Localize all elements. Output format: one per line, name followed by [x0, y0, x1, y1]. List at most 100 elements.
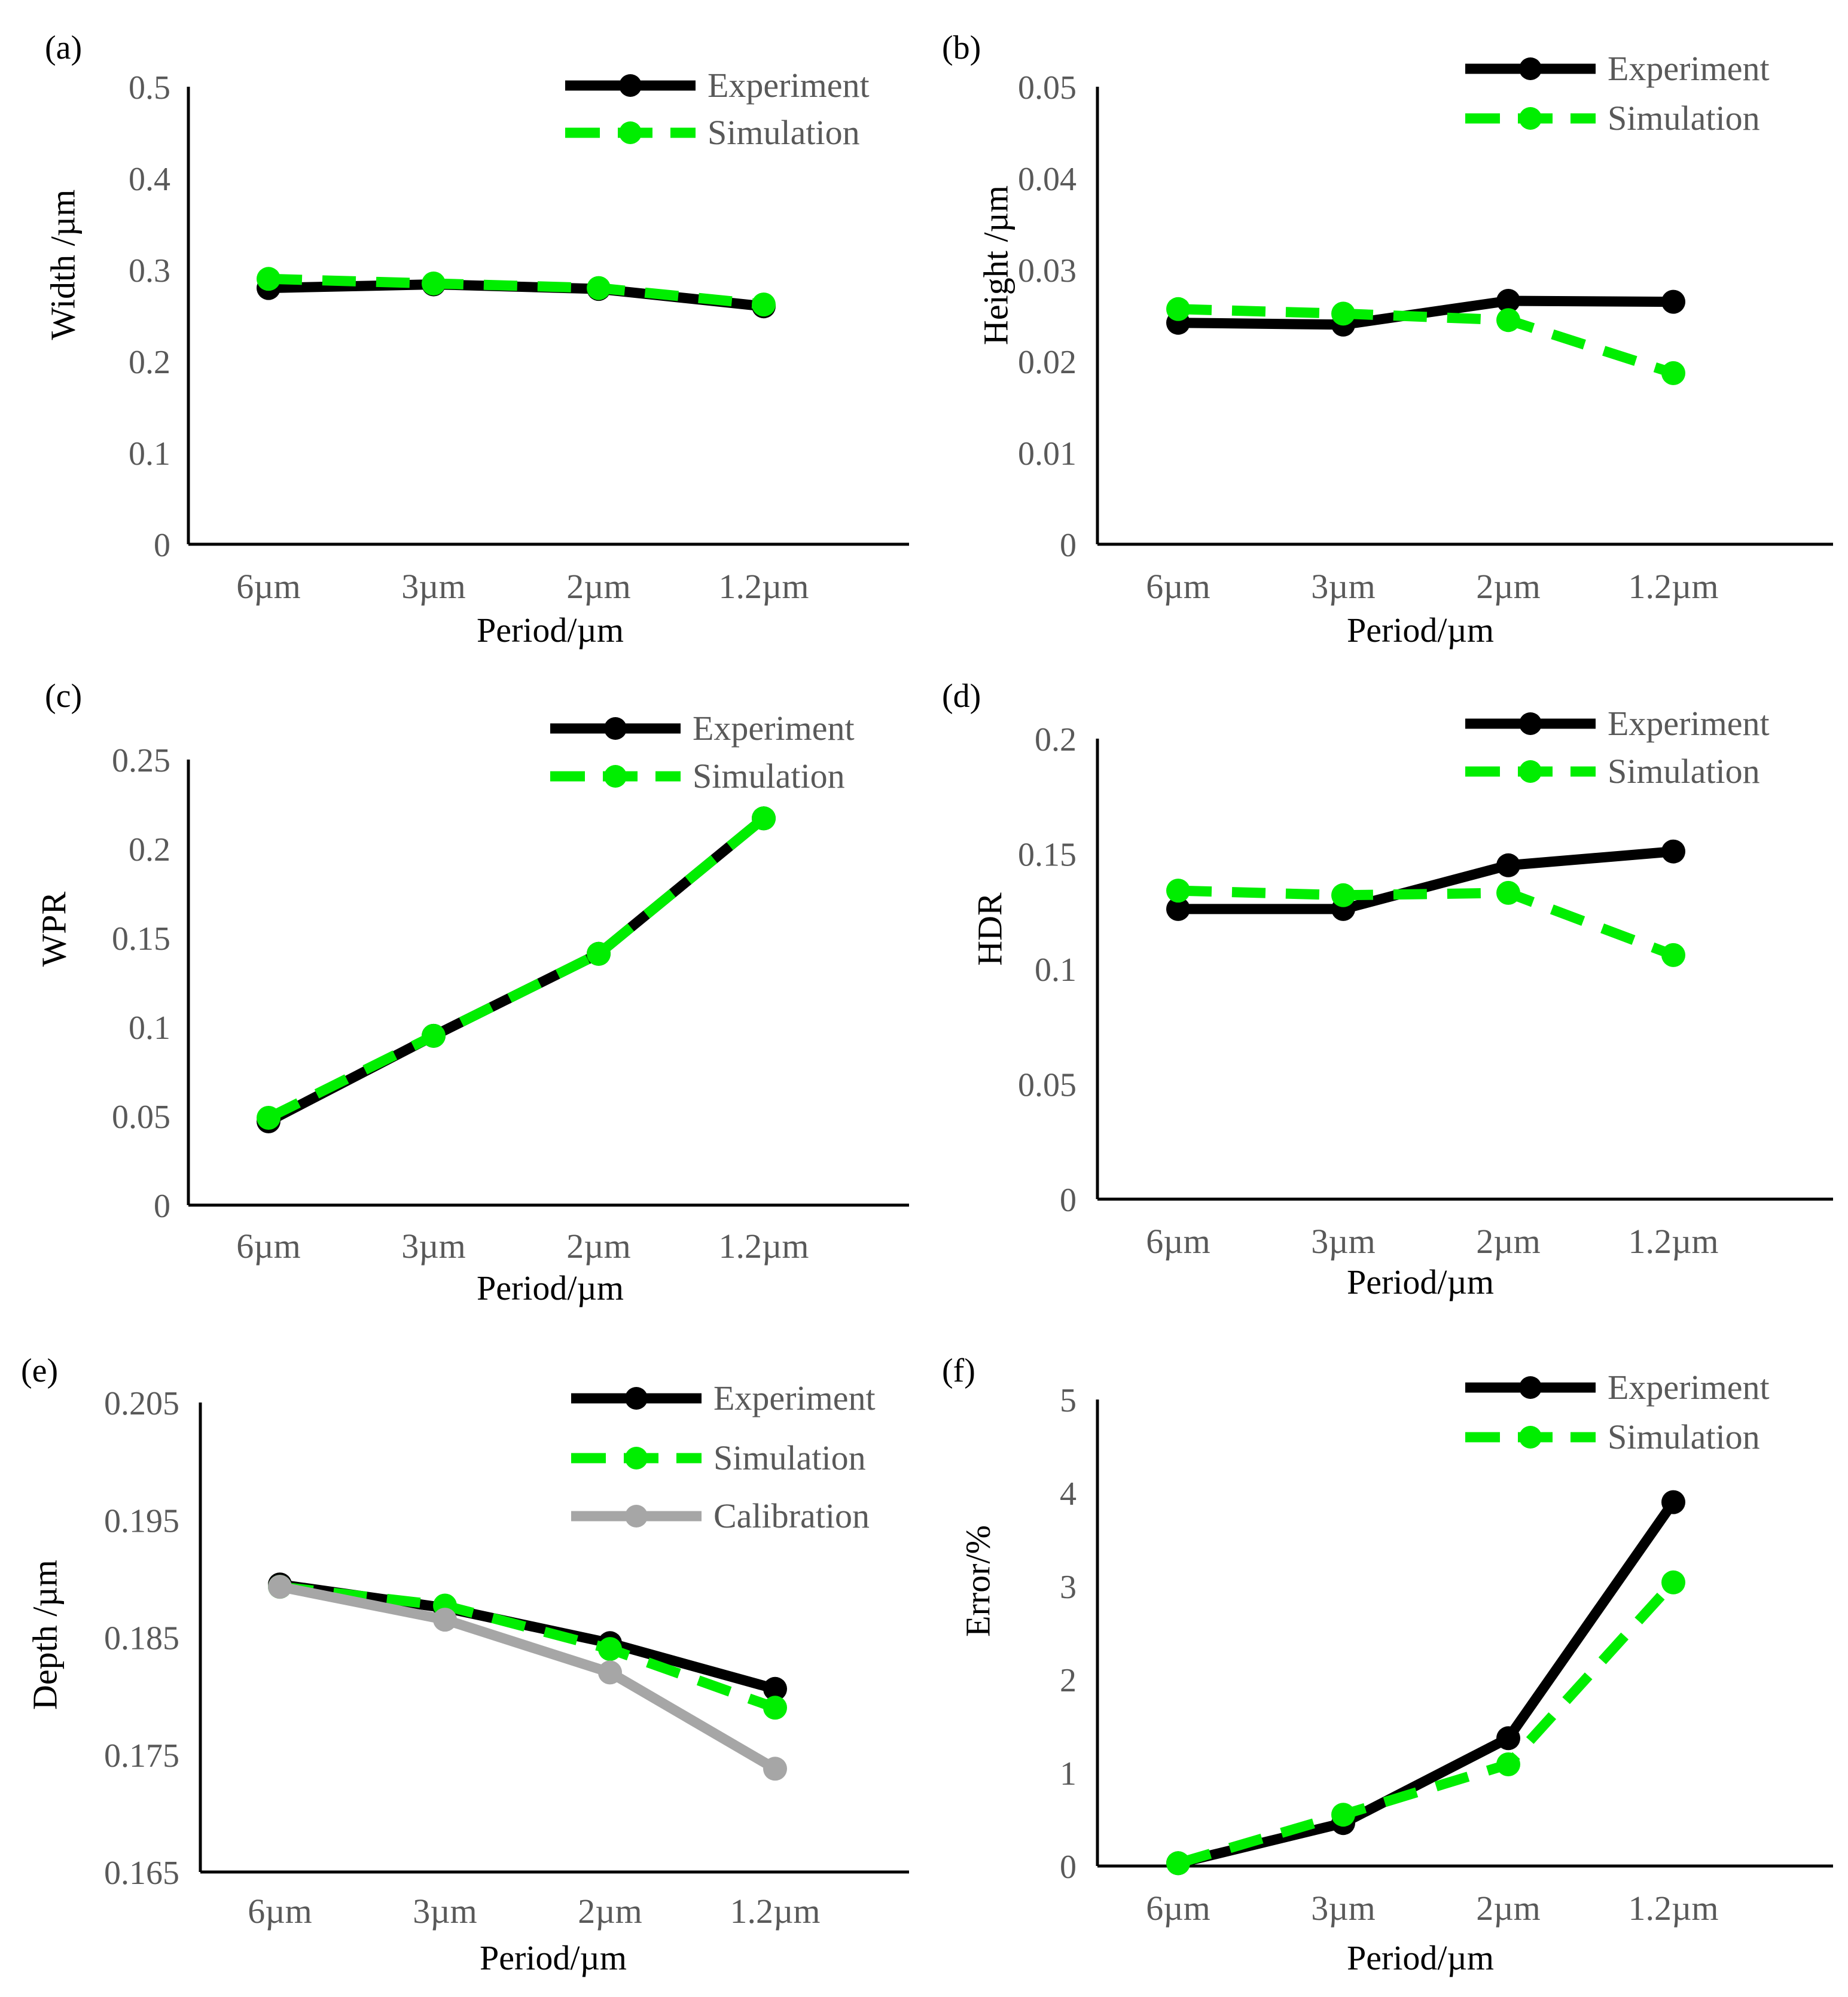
y-axis-title-a: Width /µm — [43, 189, 83, 340]
plot-svg-f: 0 1 2 3 4 5 6µm 3µm 2µm 1.2µm Experiment Simulation — [1060, 1368, 1833, 1928]
data-point-simulation — [752, 292, 776, 317]
x-tick-label: 6µm — [1146, 1889, 1210, 1928]
x-tick-label: 6µm — [1146, 1222, 1210, 1261]
x-tick-label: 3µm — [1311, 1222, 1376, 1261]
x-axis-title-e: Period/µm — [479, 1938, 627, 1977]
data-point-experiment — [1661, 289, 1685, 314]
data-point-simulation — [1331, 883, 1355, 907]
y-tick-label: 0 — [1060, 1849, 1077, 1886]
data-point-simulation — [1661, 361, 1685, 385]
data-point-experiment — [1496, 853, 1520, 877]
x-tick-label: 6µm — [236, 567, 301, 606]
legend-label-simulation: Simulation — [713, 1438, 866, 1477]
y-axis-title-c: WPR — [34, 891, 74, 967]
data-point-calibration — [433, 1608, 457, 1632]
panel-label-a: (a) — [45, 29, 83, 66]
legend-label-simulation: Simulation — [693, 757, 845, 795]
x-tick-label: 2µm — [566, 567, 631, 606]
y-tick-label: 0.2 — [129, 344, 170, 381]
x-tick-label: 1.2µm — [730, 1892, 820, 1931]
y-tick-label: 3 — [1060, 1569, 1077, 1606]
plot-svg-c: 0 0.05 0.1 0.15 0.2 0.25 6µm 3µm 2µm 1.2µm Experim… — [112, 709, 909, 1266]
legend-marker-simulation — [1519, 760, 1542, 783]
y-tick-label: 0.15 — [112, 920, 170, 958]
x-axis-title-d: Period/µm — [1346, 1263, 1495, 1301]
legend-marker-experiment — [1519, 712, 1542, 735]
data-point-simulation — [1661, 943, 1685, 967]
data-point-simulation — [257, 1106, 280, 1130]
x-tick-label: 3µm — [401, 1227, 466, 1266]
data-point-experiment — [763, 1676, 787, 1701]
y-tick-label: 0.1 — [129, 435, 170, 472]
y-tick-label: 0 — [154, 1188, 170, 1225]
series-line-experiment — [1173, 1497, 1679, 1868]
chart-panel-f: (f) 0 1 2 3 4 5 6µm 3µm 2µm 1.2µm Experiment Simula… — [924, 1322, 1848, 1997]
data-point-experiment — [1661, 1490, 1685, 1514]
y-tick-label: 1 — [1060, 1755, 1077, 1792]
data-point-simulation — [752, 806, 776, 831]
panel-label-f: (f) — [942, 1352, 975, 1389]
legend-label-simulation: Simulation — [1608, 99, 1760, 138]
y-tick-label: 0.205 — [104, 1385, 179, 1422]
x-tick-label: 3µm — [1311, 1889, 1376, 1928]
legend-label-calibration: Calibration — [713, 1496, 870, 1535]
legend-marker-simulation — [1519, 1426, 1542, 1449]
y-tick-label: 0.04 — [1018, 161, 1077, 198]
y-tick-label: 0.3 — [129, 252, 170, 289]
x-tick-label: 1.2µm — [1628, 1222, 1718, 1261]
y-tick-label: 0.185 — [104, 1620, 179, 1657]
panel-label-c: (c) — [45, 678, 83, 715]
legend-label-experiment: Experiment — [1608, 704, 1770, 743]
data-point-experiment — [1496, 289, 1520, 313]
y-axis-title-f: Error/% — [958, 1525, 998, 1637]
legend-marker-simulation — [619, 121, 642, 144]
legend-label-simulation: Simulation — [1608, 752, 1760, 791]
y-tick-label: 0 — [154, 527, 170, 564]
legend-label-experiment: Experiment — [1608, 49, 1770, 88]
data-point-calibration — [598, 1660, 622, 1685]
y-axis-title-b: Height /µm — [976, 185, 1016, 346]
y-tick-label: 0.15 — [1018, 837, 1077, 874]
y-tick-label: 0.175 — [104, 1737, 179, 1775]
x-tick-label: 6µm — [248, 1892, 312, 1931]
legend-marker-simulation — [1519, 107, 1542, 130]
series-line-simulation — [1178, 304, 1675, 378]
x-tick-label: 6µm — [1146, 567, 1210, 606]
x-tick-label: 1.2µm — [718, 1227, 809, 1266]
y-axis-title-e: Depth /µm — [25, 1560, 65, 1710]
y-tick-label: 0.05 — [1018, 1067, 1077, 1104]
data-point-simulation — [1496, 308, 1520, 333]
legend-label-simulation: Simulation — [1608, 1417, 1760, 1456]
y-tick-label: 0.05 — [112, 1099, 170, 1136]
data-point-simulation — [1331, 301, 1355, 326]
chart-panel-d: (d) 0 0.05 0.1 0.15 0.2 6µm 3µm 2µm 1.2µm Experim… — [924, 658, 1848, 1322]
y-tick-label: 0.1 — [1035, 952, 1077, 989]
legend-marker-experiment — [619, 74, 642, 97]
data-point-experiment — [1166, 897, 1190, 921]
legend-label-experiment: Experiment — [693, 709, 855, 748]
x-tick-label: 3µm — [413, 1892, 477, 1931]
chart-panel-b: (b) 0 0.01 0.02 0.03 0.04 0.05 6µm 3µm 2µm 1.2µm E… — [924, 0, 1848, 658]
data-point-simulation — [422, 1023, 446, 1048]
x-tick-label: 6µm — [236, 1227, 301, 1266]
legend-label-experiment: Experiment — [713, 1379, 876, 1417]
y-tick-label: 0.25 — [112, 742, 170, 779]
legend-marker-experiment — [604, 717, 627, 740]
y-tick-label: 0.195 — [104, 1502, 179, 1539]
data-point-simulation — [1496, 1752, 1520, 1776]
x-tick-label: 1.2µm — [718, 567, 809, 606]
data-point-simulation — [1166, 297, 1190, 321]
data-point-simulation — [587, 941, 611, 966]
legend-label-simulation: Simulation — [708, 113, 860, 152]
y-axis-title-d: HDR — [970, 892, 1010, 966]
legend-label-experiment: Experiment — [1608, 1368, 1770, 1407]
data-point-experiment — [1496, 1726, 1520, 1751]
legend-marker-simulation — [625, 1447, 648, 1469]
y-tick-label: 0.4 — [129, 161, 170, 198]
data-point-experiment — [1661, 839, 1685, 864]
x-tick-label: 3µm — [1311, 567, 1376, 606]
series-line-simulation — [1176, 1579, 1678, 1868]
x-tick-label: 2µm — [1476, 1222, 1541, 1261]
legend-marker-simulation — [604, 765, 627, 788]
plot-svg-a: 0 0.1 0.2 0.3 0.4 0.5 6µm 3µm 2µm 1.2µm Experiment… — [129, 66, 909, 606]
